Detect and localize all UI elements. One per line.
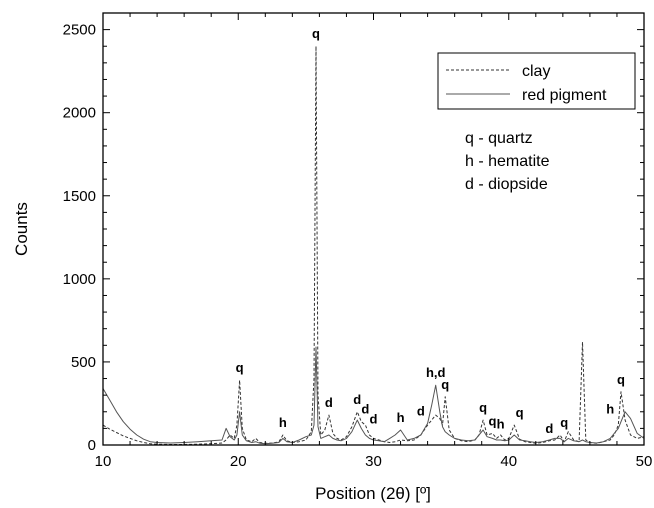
y-tick-label: 2500 — [63, 22, 96, 39]
peak-label: h — [397, 410, 405, 425]
y-tick-label: 2000 — [63, 105, 96, 122]
key-quartz: q - quartz — [465, 130, 533, 147]
peak-label: q — [617, 372, 625, 387]
x-tick-label: 40 — [500, 453, 517, 470]
y-tick-label: 0 — [88, 437, 96, 454]
peak-label: q — [236, 360, 244, 375]
key-hematite: h - hematite — [465, 153, 550, 170]
peak-label: d — [417, 403, 425, 418]
series-line-clay — [102, 45, 645, 445]
peak-label: q — [479, 400, 487, 415]
peak-label: q — [516, 405, 524, 420]
key-diopside: d - diopside — [465, 176, 548, 193]
x-tick-label: 30 — [365, 453, 382, 470]
legend-label-red-pigment: red pigment — [522, 87, 607, 104]
x-tick-label: 20 — [230, 453, 247, 470]
y-tick-label: 1000 — [63, 271, 96, 288]
peak-label: h — [279, 415, 287, 430]
plot-area — [102, 45, 645, 445]
peak-label: d — [325, 395, 333, 410]
legend-label-clay: clay — [522, 63, 550, 80]
peak-label: d — [361, 402, 369, 417]
peak-label: d — [370, 412, 378, 427]
peak-label: d — [353, 392, 361, 407]
y-tick-label: 1500 — [63, 188, 96, 205]
y-tick-label: 500 — [71, 354, 96, 371]
legend-box — [437, 52, 636, 110]
x-tick-label: 50 — [636, 453, 653, 470]
peak-label: q — [312, 26, 320, 41]
y-axis-title: Counts — [12, 202, 31, 256]
peak-label: h,d — [426, 365, 446, 380]
x-axis-title: Position (2θ) [º] — [315, 484, 431, 503]
peak-label: d — [545, 421, 553, 436]
peak-label: q — [560, 415, 568, 430]
legend: clay red pigment — [437, 52, 636, 110]
peak-label: q — [441, 377, 449, 392]
phase-key: q - quartz h - hematite d - diopside — [465, 130, 550, 193]
peak-label: h — [497, 417, 505, 432]
series-line-red-pigment — [102, 346, 645, 445]
peak-label: h — [606, 402, 614, 417]
x-tick-label: 10 — [95, 453, 112, 470]
peak-label: q — [489, 413, 497, 428]
